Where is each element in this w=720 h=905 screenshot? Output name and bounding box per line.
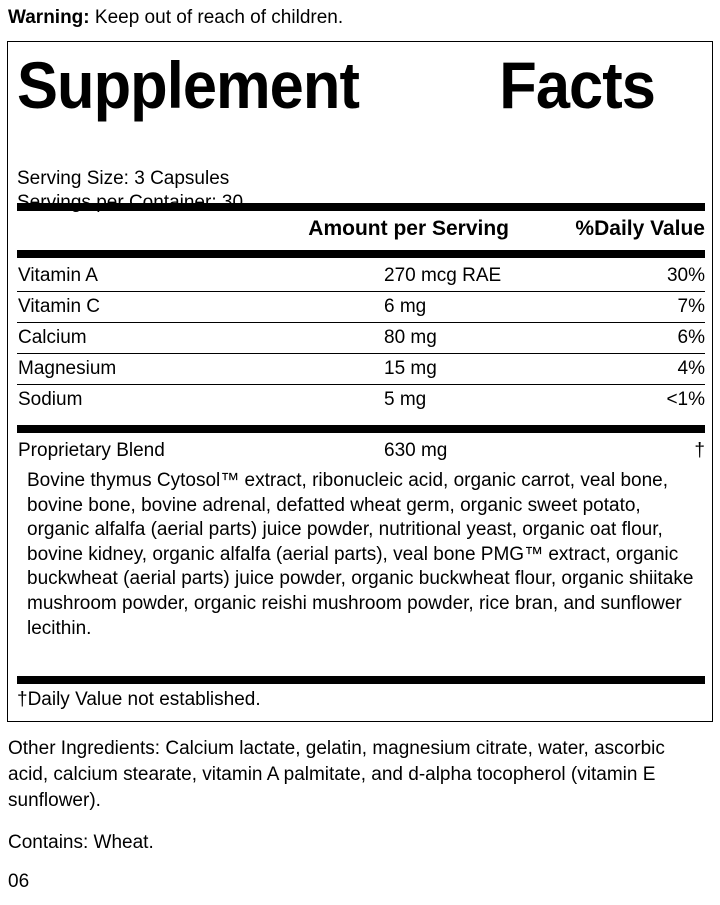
- column-header-row: Amount per Serving %Daily Value: [17, 214, 705, 244]
- nutrient-dv: 6%: [677, 327, 705, 348]
- nutrient-amount: 80 mg: [384, 327, 437, 348]
- nutrient-name: Vitamin C: [18, 296, 101, 317]
- allergen-contains-statement: Contains: Wheat.: [8, 832, 154, 853]
- table-row: Magnesium 15 mg 4%: [17, 354, 705, 384]
- nutrient-dv: 30%: [666, 265, 705, 286]
- warning-label: Warning:: [8, 7, 90, 28]
- blend-name: Proprietary Blend: [18, 440, 165, 461]
- row-divider: [17, 384, 705, 385]
- proprietary-blend-row: Proprietary Blend 630 mg †: [17, 436, 705, 466]
- nutrient-name: Calcium: [18, 327, 87, 348]
- daily-value-footnote: †Daily Value not established.: [17, 689, 261, 710]
- blend-dv-dagger: †: [694, 440, 705, 461]
- rule-thick-above-footnote: [17, 676, 705, 684]
- nutrient-dv: <1%: [666, 389, 705, 410]
- row-divider: [17, 322, 705, 323]
- row-divider: [17, 353, 705, 354]
- row-divider: [17, 291, 705, 292]
- nutrient-amount: 15 mg: [384, 358, 437, 379]
- table-row: Sodium 5 mg <1%: [17, 385, 705, 415]
- blend-amount: 630 mg: [384, 440, 448, 461]
- panel-title-word-supplement: Supplement: [17, 48, 360, 122]
- blend-ingredient-list: Bovine thymus Cytosol™ extract, ribonucl…: [27, 470, 694, 639]
- warning-text: Keep out of reach of children.: [89, 7, 344, 28]
- nutrient-name: Magnesium: [18, 358, 117, 379]
- serving-size: Serving Size: 3 Capsules: [17, 168, 230, 189]
- other-ingredients: Other Ingredients: Calcium lactate, gela…: [8, 738, 665, 811]
- table-row: Vitamin C 6 mg 7%: [17, 292, 705, 322]
- supplement-facts-panel: Supplement Facts Serving Size: 3 Capsule…: [7, 41, 713, 722]
- column-header-amount: Amount per Serving: [308, 217, 509, 240]
- nutrient-dv: 7%: [677, 296, 705, 317]
- rule-thick-above-blend: [17, 425, 705, 433]
- nutrient-name: Vitamin A: [18, 265, 98, 286]
- panel-title-word-facts: Facts: [499, 48, 656, 122]
- document-revision-code: 06: [8, 871, 30, 892]
- warning-statement: Warning: Keep out of reach of children.: [8, 6, 708, 30]
- nutrient-dv: 4%: [677, 358, 705, 379]
- nutrient-amount: 270 mcg RAE: [384, 265, 502, 286]
- table-row: Vitamin A 270 mcg RAE 30%: [17, 261, 705, 291]
- nutrient-amount: 5 mg: [384, 389, 427, 410]
- nutrient-name: Sodium: [18, 389, 83, 410]
- column-header-daily-value: %Daily Value: [575, 217, 705, 240]
- table-row: Calcium 80 mg 6%: [17, 323, 705, 353]
- nutrient-amount: 6 mg: [384, 296, 427, 317]
- rule-thick-below-headers: [17, 250, 705, 258]
- rule-thick-top: [17, 203, 705, 211]
- panel-title: Supplement Facts: [17, 50, 657, 120]
